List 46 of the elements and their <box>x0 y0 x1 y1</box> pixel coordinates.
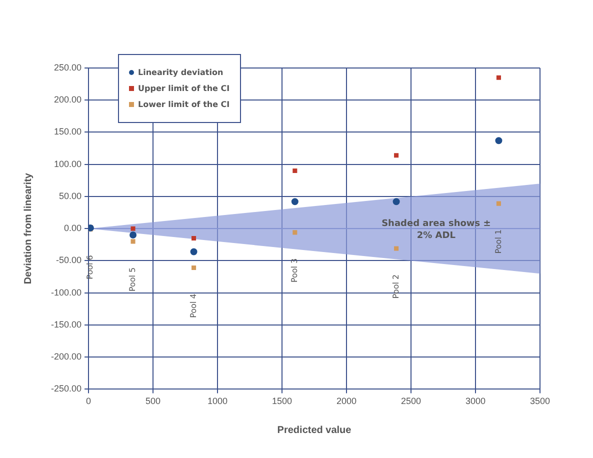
annotation: Pool 3 <box>290 258 299 283</box>
annotation: Shaded area shows ± 2% ADL <box>382 218 491 241</box>
annotation: Pool 6 <box>86 255 95 280</box>
y-tick-label: 200.00 <box>54 94 82 105</box>
point <box>392 198 400 206</box>
y-tick-label: -50.00 <box>56 255 82 266</box>
legend-label: Linearity deviation <box>138 68 224 77</box>
legend-label: Lower limit of the CI <box>138 100 230 109</box>
y-tick-label: 250.00 <box>54 62 82 72</box>
annotation: Pool 2 <box>391 274 400 299</box>
y-tick-label: 0.00 <box>64 223 82 234</box>
point <box>495 137 502 144</box>
y-tick-label: 100.00 <box>54 158 82 169</box>
annotation: Pool 1 <box>494 229 503 254</box>
legend-label: Upper limit of the CI <box>138 84 230 93</box>
point <box>130 226 136 231</box>
point <box>192 266 196 270</box>
x-tick-label: 3000 <box>465 396 486 406</box>
annotation: Pool 5 <box>128 267 138 292</box>
point <box>130 232 137 239</box>
x-tick-label: 2000 <box>336 396 357 406</box>
x-tick-label: 1000 <box>208 396 228 406</box>
x-tick-label: 2500 <box>400 396 422 406</box>
point <box>130 239 136 244</box>
y-tick-label: 50.00 <box>58 190 82 201</box>
x-axis-title: Predicted value <box>277 424 352 436</box>
point <box>292 168 298 174</box>
point <box>291 198 298 206</box>
point <box>496 75 501 80</box>
point <box>394 153 399 158</box>
x-tick-label: 500 <box>146 396 161 406</box>
point <box>292 230 298 235</box>
x-tick-label: 1500 <box>272 396 292 406</box>
y-tick-label: 150.00 <box>54 126 82 137</box>
point <box>192 236 196 241</box>
point <box>190 248 198 256</box>
x-tick-label: 3500 <box>530 396 550 406</box>
x-tick-label: 0 <box>86 396 92 406</box>
y-tick-label: -250.00 <box>50 384 82 394</box>
y-tick-label: -100.00 <box>50 287 82 298</box>
point <box>496 201 501 206</box>
y-axis-title: Deviation from linearity <box>22 172 34 284</box>
point <box>394 246 399 251</box>
y-tick-label: -150.00 <box>50 319 82 330</box>
annotation: Pool 4 <box>188 294 198 318</box>
y-tick-label: -200.00 <box>50 352 82 362</box>
